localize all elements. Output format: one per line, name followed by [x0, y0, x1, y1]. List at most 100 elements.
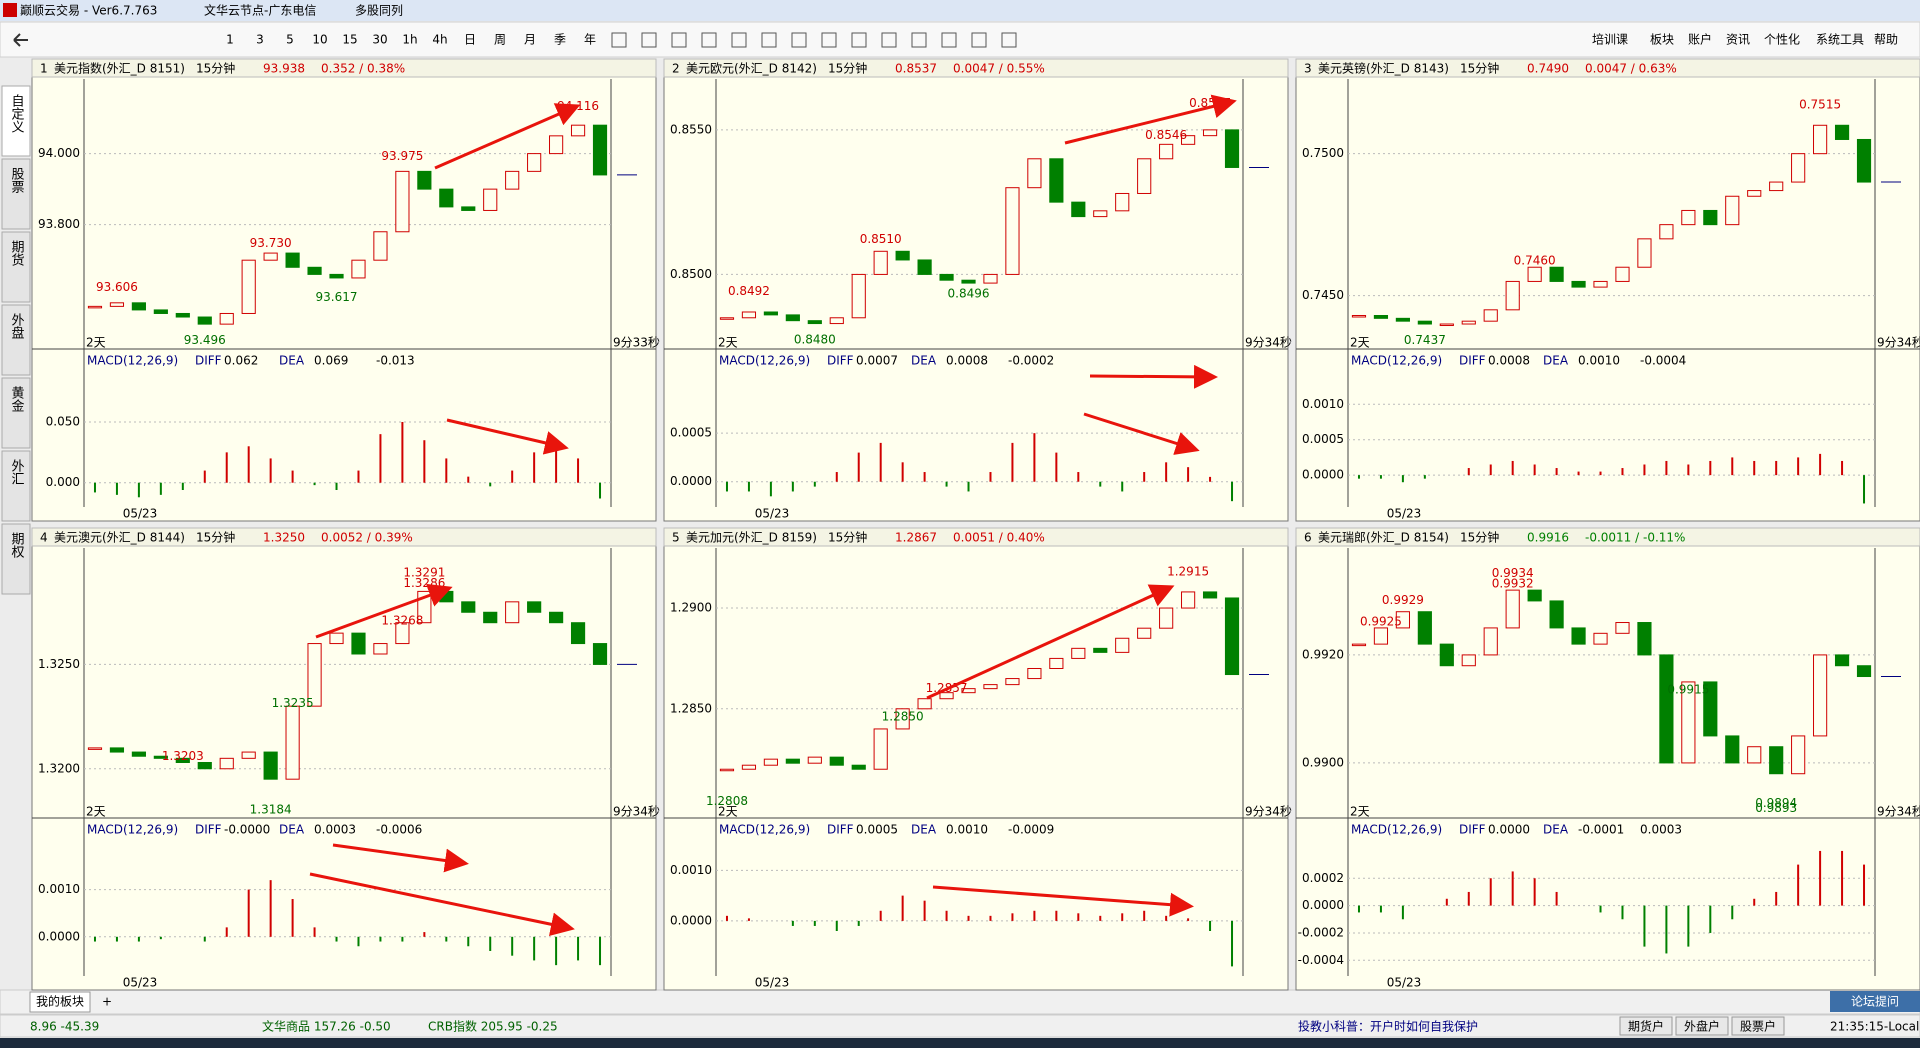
candle — [1351, 314, 1367, 318]
candle — [1093, 647, 1108, 653]
candle — [719, 768, 735, 772]
y-tick-label: 94.000 — [38, 146, 80, 160]
menu-item[interactable]: 个性化 — [1764, 33, 1800, 47]
candle — [373, 643, 388, 655]
panel-index: 1 — [40, 62, 48, 76]
y-tick-label: 0.050 — [46, 415, 80, 429]
tool-icon[interactable] — [821, 32, 837, 48]
status-button-label[interactable]: 股票户 — [1740, 1019, 1776, 1034]
panel-index: 4 — [40, 531, 48, 545]
tool-icon[interactable] — [701, 32, 717, 48]
tool-icon[interactable] — [911, 32, 927, 48]
app-icon — [3, 3, 17, 17]
price-annotation: 0.9929 — [1382, 593, 1424, 607]
add-tab[interactable]: + — [102, 995, 112, 1009]
macd-diff-label: DIFF — [195, 354, 222, 368]
tool-icon[interactable] — [731, 32, 747, 48]
panel-period[interactable]: 15分钟 — [196, 61, 235, 76]
side-tab-label[interactable]: 股票 — [9, 167, 25, 193]
period-button[interactable]: 周 — [494, 33, 506, 47]
side-tab-label[interactable]: 期货 — [9, 240, 25, 266]
price-annotation: 1.2808 — [706, 794, 748, 808]
date-label: 05/23 — [123, 507, 158, 521]
y-tick-label: 0.0000 — [38, 929, 80, 943]
price-annotation: 1.2850 — [882, 709, 924, 723]
app-title: 巅顺云交易 - Ver6.7.763 — [20, 3, 157, 18]
tool-icon[interactable] — [761, 32, 777, 48]
period-button[interactable]: 5 — [286, 33, 294, 47]
tool-icon[interactable] — [641, 32, 657, 48]
candle — [219, 312, 234, 325]
tool-icon[interactable] — [971, 32, 987, 48]
period-button[interactable]: 年 — [584, 33, 596, 47]
panel-period[interactable]: 15分钟 — [1460, 61, 1499, 76]
candle — [197, 316, 212, 325]
tool-icon[interactable] — [1001, 32, 1017, 48]
status-button[interactable] — [1731, 1016, 1785, 1036]
side-tab-label[interactable]: 自定义 — [9, 94, 25, 133]
tool-icon[interactable] — [881, 32, 897, 48]
tool-icon[interactable] — [941, 32, 957, 48]
menu-item[interactable]: 系统工具 — [1816, 33, 1864, 47]
menu-item[interactable]: 帮助 — [1874, 33, 1898, 47]
candle — [483, 188, 498, 211]
y-tick-label: 0.0010 — [1302, 397, 1344, 411]
status-button-label[interactable]: 期货户 — [1628, 1019, 1664, 1034]
status-tip[interactable]: 投教小科普：开户时如何自我保护 — [1298, 1019, 1478, 1034]
back-button[interactable] — [13, 33, 28, 47]
period-button[interactable]: 月 — [524, 33, 536, 47]
price-annotation: 0.7515 — [1799, 98, 1841, 112]
menu-item[interactable]: 板块 — [1650, 33, 1674, 47]
period-button[interactable]: 1 — [226, 33, 234, 47]
side-tab[interactable] — [1, 377, 31, 449]
period-button[interactable]: 10 — [312, 33, 327, 47]
side-tab[interactable] — [1, 85, 31, 157]
period-button[interactable]: 季 — [554, 33, 566, 47]
candle — [1856, 665, 1872, 678]
tool-icon[interactable] — [671, 32, 687, 48]
tab[interactable] — [29, 991, 91, 1013]
panel-period[interactable]: 15分钟 — [196, 530, 235, 545]
side-tab[interactable] — [1, 231, 31, 303]
tool-icon[interactable] — [611, 32, 627, 48]
side-tab-label[interactable]: 期权 — [9, 532, 25, 559]
candle — [1461, 654, 1476, 667]
panel-name: 美元英镑(外汇_D 8143) — [1318, 61, 1449, 76]
period-button[interactable]: 4h — [432, 33, 447, 47]
forum-button[interactable] — [1830, 991, 1920, 1012]
period-button[interactable]: 1h — [402, 33, 417, 47]
tool-icon[interactable] — [851, 32, 867, 48]
candle — [917, 259, 932, 275]
period-button[interactable]: 15 — [342, 33, 357, 47]
menu-item[interactable]: 培训课 — [1592, 32, 1628, 47]
price-annotation: 93.606 — [96, 280, 138, 294]
candle — [1439, 323, 1454, 327]
tab-label[interactable]: 我的板块 — [36, 994, 84, 1009]
side-tab[interactable] — [1, 158, 31, 230]
tool-icon[interactable] — [791, 32, 807, 48]
period-button[interactable]: 3 — [256, 33, 264, 47]
side-tab-label[interactable]: 外汇 — [9, 459, 25, 485]
status-button-label[interactable]: 外盘户 — [1684, 1019, 1720, 1034]
status-button[interactable] — [1675, 1016, 1729, 1036]
forum-label[interactable]: 论坛提问 — [1851, 994, 1899, 1009]
side-tab-label[interactable]: 黄金 — [9, 386, 25, 412]
period-button[interactable]: 日 — [464, 33, 476, 47]
panel-period[interactable]: 15分钟 — [828, 61, 867, 76]
panel-period[interactable]: 15分钟 — [1460, 530, 1499, 545]
period-button[interactable]: 30 — [372, 33, 387, 47]
panel-header — [1295, 58, 1920, 78]
candle — [1181, 135, 1196, 145]
candle — [461, 601, 476, 613]
status-quote: 文华商品 157.26 -0.50 — [262, 1019, 391, 1034]
side-tab[interactable] — [1, 450, 31, 522]
panel-period[interactable]: 15分钟 — [828, 530, 867, 545]
menu-item[interactable]: 账户 — [1688, 32, 1712, 47]
status-button[interactable] — [1619, 1016, 1673, 1036]
arrow — [446, 418, 569, 455]
side-tab[interactable] — [1, 523, 31, 595]
side-tab-label[interactable]: 外盘 — [9, 313, 25, 339]
side-tab[interactable] — [1, 304, 31, 376]
menu-item[interactable]: 资讯 — [1726, 33, 1750, 47]
panel-index: 6 — [1304, 531, 1312, 545]
